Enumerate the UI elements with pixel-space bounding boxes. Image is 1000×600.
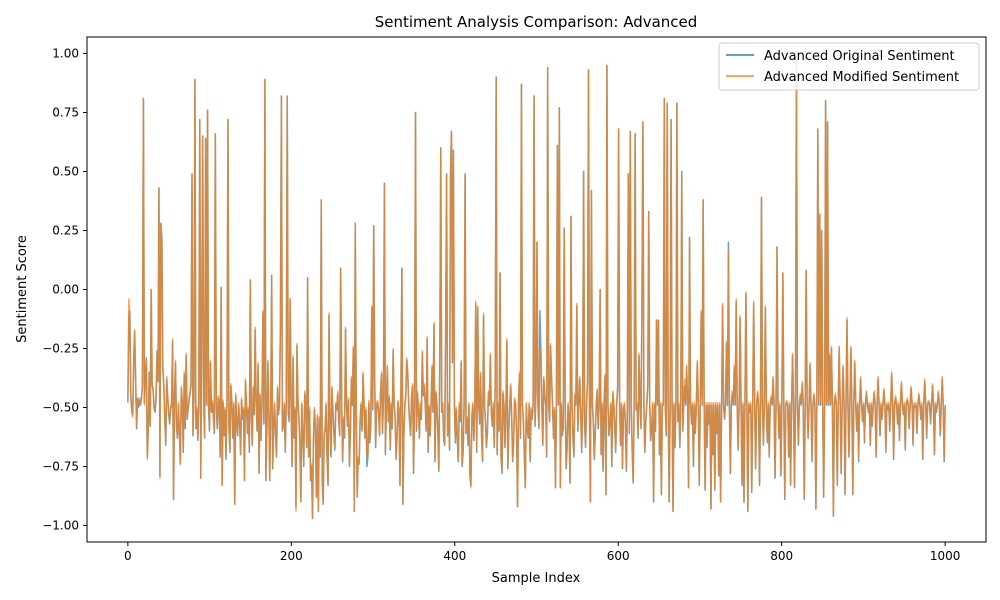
chart-title: Sentiment Analysis Comparison: Advanced	[375, 13, 698, 31]
x-tick-label: 400	[443, 549, 466, 563]
y-tick-label: −1.00	[42, 518, 79, 532]
x-tick-label: 0	[124, 549, 132, 563]
y-tick-label: −0.50	[42, 400, 79, 414]
y-tick-label: 0.75	[52, 106, 79, 120]
series-line-modified	[127, 57, 946, 520]
x-axis-ticks: 0 200 400 600 800 1000	[124, 542, 960, 563]
series-layer	[127, 57, 946, 520]
y-tick-label: 0.00	[52, 283, 79, 297]
y-axis-ticks: −1.00 −0.75 −0.50 −0.25 0.00 0.25 0.50 0.75 1.00	[42, 47, 87, 532]
legend-label-modified: Advanced Modified Sentiment	[764, 70, 959, 85]
x-tick-label: 200	[280, 549, 303, 563]
y-tick-label: −0.75	[42, 459, 79, 473]
x-tick-label: 800	[770, 549, 793, 563]
y-tick-label: 0.50	[52, 165, 79, 179]
legend: Advanced Original Sentiment Advanced Mod…	[718, 42, 980, 91]
y-tick-label: −0.25	[42, 341, 79, 355]
legend-box	[718, 42, 980, 91]
x-axis-label: Sample Index	[492, 571, 581, 586]
x-tick-label: 1000	[930, 549, 961, 563]
y-axis-label: Sentiment Score	[15, 235, 30, 343]
legend-label-original: Advanced Original Sentiment	[764, 49, 955, 64]
x-tick-label: 600	[607, 549, 630, 563]
y-tick-label: 0.25	[52, 224, 79, 238]
y-tick-label: 1.00	[52, 47, 79, 61]
